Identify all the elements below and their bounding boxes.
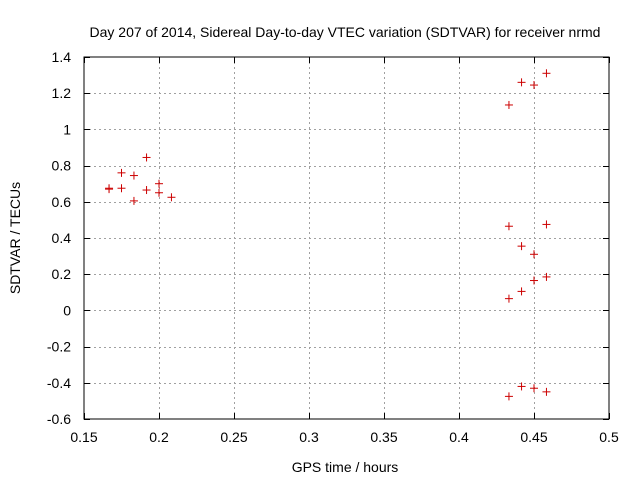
y-tick-label: 0.6 bbox=[52, 194, 72, 210]
y-tick-label: 1.2 bbox=[52, 85, 72, 101]
data-point bbox=[542, 69, 551, 78]
y-tick-label: 0.4 bbox=[52, 230, 72, 246]
data-point bbox=[142, 186, 151, 195]
data-point bbox=[117, 184, 126, 193]
y-tick-label: -0.4 bbox=[47, 375, 71, 391]
data-points bbox=[105, 69, 551, 401]
y-axis-label: SDTVAR / TECUs bbox=[7, 182, 23, 294]
data-point bbox=[517, 78, 526, 87]
y-tick-label: 0.2 bbox=[52, 266, 72, 282]
x-tick-label: 0.2 bbox=[149, 429, 169, 445]
x-tick-label: 0.25 bbox=[220, 429, 247, 445]
data-point bbox=[504, 100, 513, 109]
data-point bbox=[129, 196, 138, 205]
x-tick-label: 0.4 bbox=[449, 429, 469, 445]
x-tick-label: 0.15 bbox=[70, 429, 97, 445]
x-tick-label: 0.5 bbox=[599, 429, 619, 445]
y-tick-label: -0.2 bbox=[47, 339, 71, 355]
data-point bbox=[142, 153, 151, 162]
data-point bbox=[542, 387, 551, 396]
x-tick-label: 0.3 bbox=[299, 429, 319, 445]
data-point bbox=[530, 250, 538, 259]
data-point bbox=[530, 276, 538, 285]
data-point bbox=[117, 168, 126, 177]
data-point bbox=[542, 220, 551, 229]
grid-lines bbox=[84, 57, 609, 419]
axis-ticks: 0.15 0.2 0.25 0.3 0.35 0.4 0.45 0.5 -0.6 -0.4 -0.2… bbox=[47, 49, 619, 445]
x-tick-label: 0.45 bbox=[520, 429, 547, 445]
y-tick-label: 0.8 bbox=[52, 158, 72, 174]
data-point bbox=[155, 188, 163, 197]
y-tick-label: 0 bbox=[63, 302, 71, 318]
data-point bbox=[504, 392, 513, 401]
data-point bbox=[155, 179, 163, 188]
data-point bbox=[504, 294, 513, 303]
y-tick-label: 1.4 bbox=[52, 49, 72, 65]
data-point bbox=[517, 242, 526, 251]
data-point bbox=[542, 272, 551, 281]
data-point bbox=[504, 222, 513, 231]
data-point bbox=[167, 193, 176, 202]
y-tick-label: 1 bbox=[63, 121, 71, 137]
x-tick-label: 0.35 bbox=[370, 429, 397, 445]
x-axis-label: GPS time / hours bbox=[292, 459, 399, 475]
data-point bbox=[530, 384, 538, 393]
y-tick-label: -0.6 bbox=[47, 411, 71, 427]
data-point bbox=[129, 171, 138, 180]
data-point bbox=[517, 287, 526, 296]
chart-title: Day 207 of 2014, Sidereal Day-to-day VTE… bbox=[90, 24, 601, 40]
data-point bbox=[517, 382, 526, 391]
data-point bbox=[105, 184, 114, 193]
data-point bbox=[530, 81, 538, 90]
